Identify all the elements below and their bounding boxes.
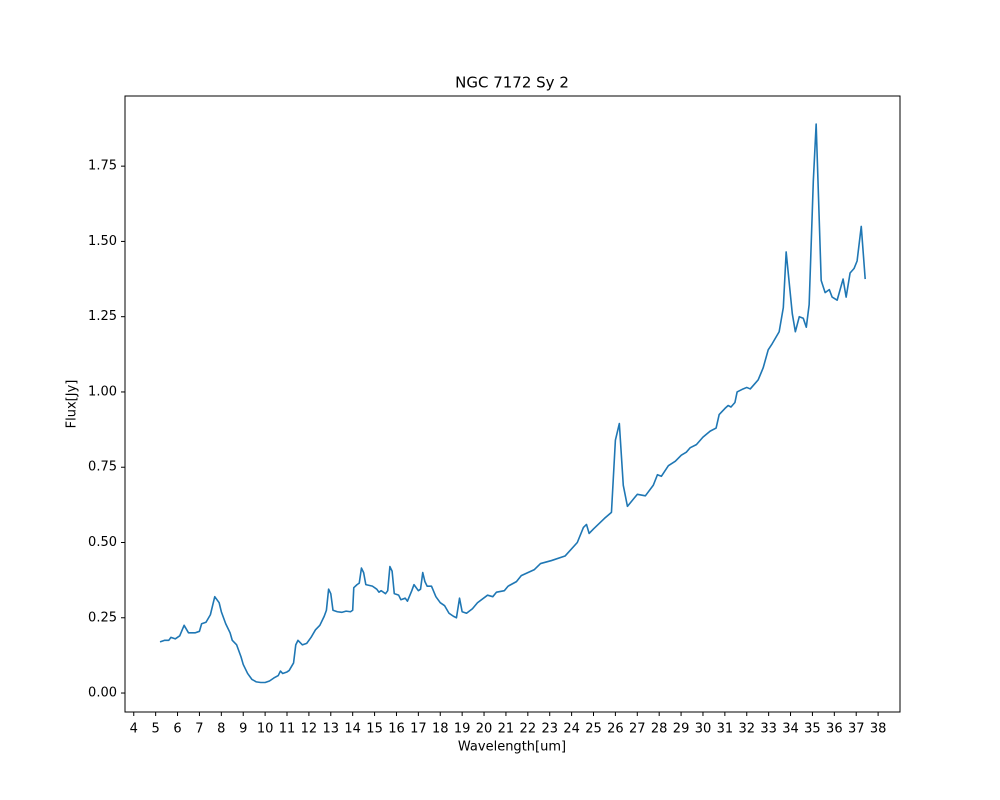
x-tick-label: 7	[195, 722, 203, 737]
y-tick-label: 0.00	[88, 686, 117, 701]
x-tick-label: 38	[870, 722, 887, 737]
x-tick-label: 31	[717, 722, 734, 737]
x-tick-label: 17	[410, 722, 427, 737]
x-tick-label: 15	[366, 722, 383, 737]
y-axis-label: Flux[Jy]	[65, 380, 80, 429]
y-tick-label: 1.75	[88, 159, 117, 174]
x-axis-label: Wavelength[um]	[458, 740, 566, 755]
x-tick-label: 34	[782, 722, 799, 737]
x-tick-label: 24	[563, 722, 580, 737]
x-tick-label: 32	[738, 722, 755, 737]
x-tick-label: 18	[432, 722, 449, 737]
x-tick-label: 29	[673, 722, 690, 737]
x-tick-label: 20	[476, 722, 493, 737]
x-tick-label: 28	[651, 722, 668, 737]
x-tick-label: 19	[454, 722, 471, 737]
x-tick-label: 22	[520, 722, 537, 737]
x-tick-label: 12	[301, 722, 318, 737]
plot-frame	[124, 95, 901, 713]
x-tick-label: 9	[239, 722, 247, 737]
x-tick-label: 26	[607, 722, 624, 737]
y-tick-label: 0.50	[88, 535, 117, 550]
x-tick-label: 36	[826, 722, 843, 737]
y-tick-label: 0.25	[88, 610, 117, 625]
x-tick-label: 35	[804, 722, 821, 737]
y-tick-label: 1.50	[88, 234, 117, 249]
data-line	[159, 123, 866, 684]
x-tick-label: 33	[760, 722, 777, 737]
x-tick-label: 25	[585, 722, 602, 737]
x-tick-label: 16	[388, 722, 405, 737]
x-tick-label: 4	[130, 722, 138, 737]
x-tick-label: 11	[279, 722, 296, 737]
x-tick-label: 6	[173, 722, 181, 737]
y-tick-label: 0.75	[88, 460, 117, 475]
x-tick-label: 13	[323, 722, 340, 737]
x-tick-label: 5	[152, 722, 160, 737]
x-tick-label: 23	[541, 722, 558, 737]
x-tick-label: 14	[344, 722, 361, 737]
y-tick-label: 1.25	[88, 309, 117, 324]
x-tick-label: 8	[217, 722, 225, 737]
x-tick-label: 21	[498, 722, 515, 737]
x-tick-label: 27	[629, 722, 646, 737]
x-tick-label: 10	[257, 722, 274, 737]
x-tick-label: 37	[848, 722, 865, 737]
y-tick-label: 1.00	[88, 384, 117, 399]
x-tick-label: 30	[695, 722, 712, 737]
chart-title: NGC 7172 Sy 2	[455, 74, 569, 92]
